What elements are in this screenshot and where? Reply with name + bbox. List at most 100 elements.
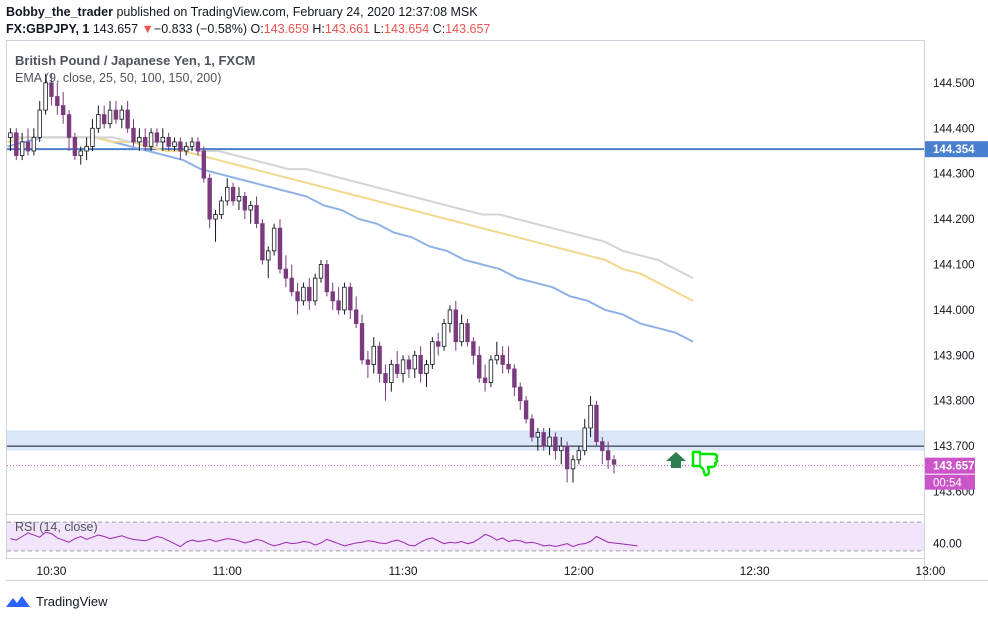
chart-svg[interactable]: British Pound / Japanese Yen, 1, FXCM EM…: [0, 40, 988, 585]
candle: [330, 282, 335, 310]
price-axis[interactable]: 144.500 144.400 144.300 144.200 144.100 …: [933, 78, 975, 499]
candle: [154, 128, 160, 147]
candle: [84, 137, 89, 161]
publisher-line: Bobby_the_trader published on TradingVie…: [6, 5, 478, 19]
open-label: O:: [250, 22, 264, 36]
candle: [600, 437, 605, 465]
tradingview-logo-icon[interactable]: [6, 594, 30, 608]
candle: [201, 146, 207, 183]
candle: [512, 364, 517, 397]
price-tick: 144.000: [933, 305, 975, 317]
candle: [518, 382, 523, 410]
candle: [389, 359, 394, 392]
rsi-line: [10, 531, 638, 548]
candle: [547, 427, 552, 456]
candle: [43, 73, 48, 115]
candle: [471, 337, 476, 365]
countdown-label: 00:54: [933, 478, 962, 490]
high-value: 143.661: [324, 22, 371, 36]
h-line-price-label: 144.354: [933, 144, 975, 156]
candle: [359, 314, 365, 365]
h-line-price-box: [925, 141, 988, 158]
candle: [207, 173, 212, 229]
candle: [582, 418, 587, 456]
candle: [72, 132, 78, 161]
candle: [324, 259, 330, 297]
candle: [37, 101, 42, 142]
candle: [570, 455, 576, 483]
candle: [348, 282, 353, 320]
candle: [14, 128, 19, 161]
rsi-band: [7, 522, 924, 551]
candle: [266, 246, 271, 279]
candle: [8, 128, 13, 151]
candle: [295, 282, 300, 315]
candle: [131, 119, 136, 147]
ema-line: [7, 136, 694, 280]
symbol-title: FX:GBPJPY, 1: [6, 22, 90, 36]
candle: [25, 128, 31, 156]
time-tick: 11:30: [388, 564, 417, 578]
candle: [254, 196, 259, 229]
candle: [195, 137, 201, 156]
candle: [271, 223, 277, 256]
candle: [371, 337, 376, 374]
candle: [529, 414, 535, 442]
candle: [377, 341, 382, 383]
candle: [236, 187, 242, 211]
last-price-label: 143.657: [933, 461, 975, 473]
chart-area[interactable]: British Pound / Japanese Yen, 1, FXCM EM…: [0, 40, 988, 585]
candle: [459, 314, 464, 347]
candle: [465, 319, 470, 347]
candle: [307, 278, 312, 310]
candle: [107, 101, 113, 129]
arrow-up-icon[interactable]: [666, 452, 686, 468]
candle: [66, 110, 72, 151]
time-tick: 13:00: [915, 564, 945, 578]
candle: [406, 355, 412, 379]
legend-instrument: British Pound / Japanese Yen, 1, FXCM: [15, 53, 255, 68]
publisher-name[interactable]: Bobby_the_trader: [6, 5, 113, 19]
candle: [564, 441, 570, 483]
candle: [101, 105, 107, 129]
time-tick: 12:30: [740, 564, 770, 578]
candle: [301, 282, 306, 306]
candle: [277, 219, 283, 274]
candle: [500, 346, 505, 374]
candle: [289, 264, 294, 297]
candle: [113, 101, 119, 124]
candle: [143, 128, 148, 151]
candle: [477, 346, 482, 383]
candle: [49, 73, 54, 106]
ema-lines: [7, 136, 694, 343]
candle: [535, 427, 541, 451]
time-axis[interactable]: 10:30 11:00 11:30 12:00 12:30 13:00: [36, 564, 945, 578]
candle: [283, 255, 289, 288]
resistance-zone: [7, 430, 924, 451]
candle: [342, 282, 347, 315]
candle: [90, 119, 95, 151]
candle: [55, 82, 60, 115]
candle: [523, 396, 529, 424]
last-price: 143.657: [92, 22, 139, 36]
candle: [418, 346, 423, 383]
last-price-box: [925, 457, 975, 474]
high-label: H:: [312, 22, 325, 36]
price-tick: 143.700: [933, 441, 975, 453]
candle: [383, 364, 388, 401]
candle: [137, 128, 142, 151]
candle: [447, 305, 453, 333]
candle: [31, 128, 37, 156]
close-label: C:: [432, 22, 446, 36]
candle: [430, 337, 435, 369]
price-tick: 143.800: [933, 396, 975, 408]
footer-brand[interactable]: TradingView: [36, 593, 108, 609]
thumbs-down-icon[interactable]: [691, 450, 719, 477]
close-value: 143.657: [445, 22, 491, 36]
candle: [336, 287, 341, 315]
candle: [394, 350, 400, 379]
footer: TradingView: [6, 591, 108, 611]
candle: [260, 219, 265, 265]
candle: [318, 259, 324, 283]
candle: [189, 137, 195, 151]
